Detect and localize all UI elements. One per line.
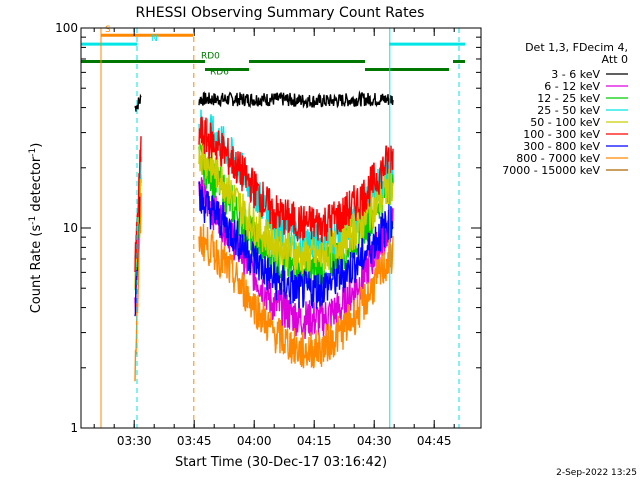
- x-tick-label: 04:15: [297, 434, 332, 448]
- legend-label: 25 - 50 keV: [537, 104, 600, 117]
- series-800to7000keV: [134, 192, 394, 382]
- legend-label: 7000 - 15000 keV: [502, 164, 600, 177]
- series-line: [134, 192, 142, 382]
- y-tick-label: 1: [70, 421, 78, 435]
- footer-date: 2-Sep-2022 13:25: [556, 468, 637, 478]
- x-axis-label: Start Time (30-Dec-17 03:16:42): [175, 455, 387, 470]
- series-line: [198, 90, 394, 109]
- legend-label: 50 - 100 keV: [530, 116, 600, 129]
- chart-title: RHESSI Observing Summary Count Rates: [136, 5, 425, 21]
- legend-label: 6 - 12 keV: [544, 80, 600, 93]
- flag-label: RD0: [201, 51, 220, 61]
- series-line: [198, 181, 394, 309]
- x-tick-label: 04:00: [237, 434, 272, 448]
- legend-label: 3 - 6 keV: [551, 68, 600, 81]
- x-tick-label: 04:45: [417, 434, 452, 448]
- series-100to300keV: [134, 116, 394, 273]
- series-300to800keV: [134, 181, 394, 317]
- x-tick-label: 03:45: [177, 434, 212, 448]
- x-tick-label: 04:30: [357, 434, 392, 448]
- series-line: [198, 139, 394, 275]
- series-line: [134, 196, 142, 317]
- flag-label: S: [105, 25, 111, 35]
- legend-header-line2: Att 0: [602, 53, 628, 66]
- legend-label: 100 - 300 keV: [523, 128, 600, 141]
- flag-label: N: [151, 34, 158, 44]
- legend-label: 300 - 800 keV: [523, 140, 600, 153]
- y-axis-label: Count Rate (s-1 detector-1): [28, 143, 44, 314]
- legend-label: 800 - 7000 keV: [516, 152, 600, 165]
- series-3to6keV: [134, 90, 394, 112]
- series-line: [198, 177, 394, 340]
- x-tick-label: 03:30: [117, 434, 152, 448]
- series-line: [134, 93, 142, 112]
- y-tick-label: 10: [63, 221, 78, 235]
- series-line: [198, 116, 394, 243]
- series-line: [134, 136, 142, 273]
- legend-label: 12 - 25 keV: [537, 92, 600, 105]
- legend-header-line1: Det 1,3, FDecim 4,: [525, 41, 628, 54]
- flag-label: RD6: [210, 68, 229, 78]
- series-line: [198, 223, 394, 369]
- y-tick-label: 100: [55, 21, 78, 35]
